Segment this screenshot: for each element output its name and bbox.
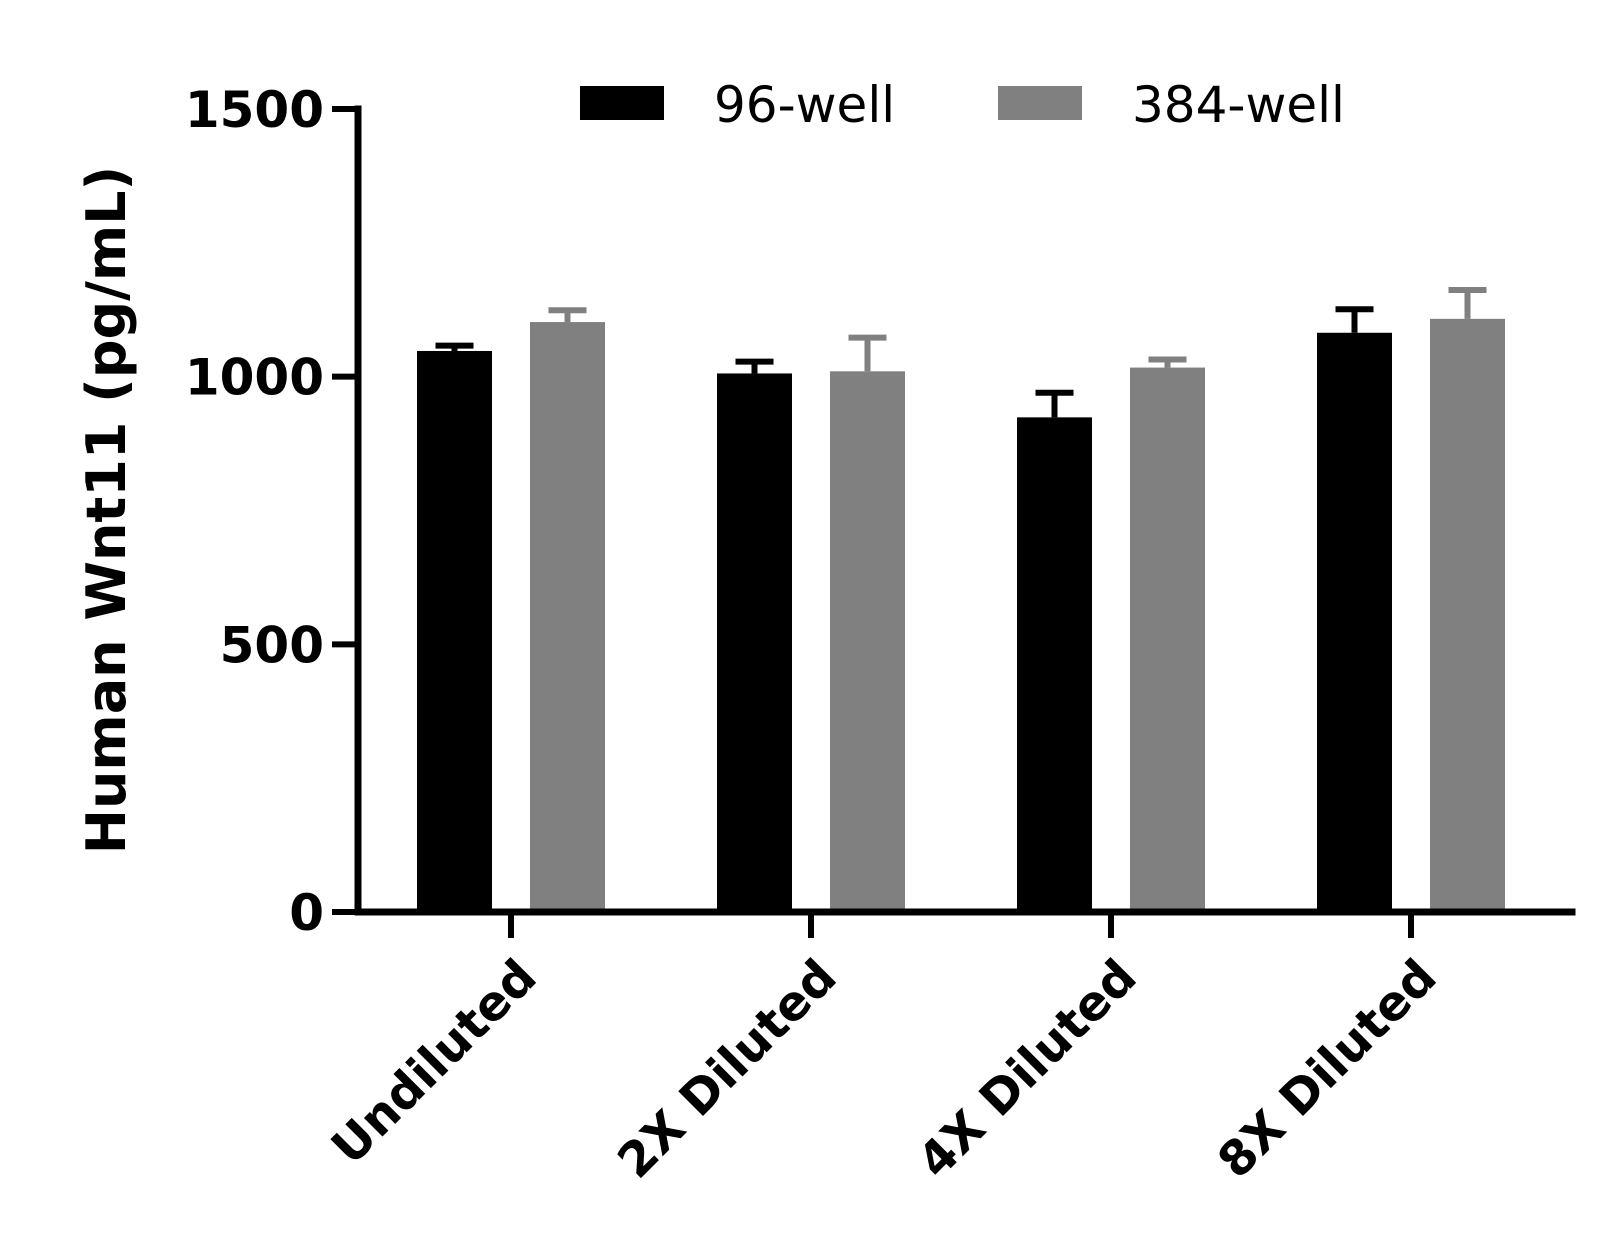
bar-0-0 [417, 350, 492, 912]
x-tick-label-3: 8X Diluted [1207, 949, 1447, 1189]
legend: 96-well 384-well [580, 76, 1345, 134]
y-tick-label-0: 0 [289, 884, 324, 942]
bar-0-2 [1017, 417, 1092, 912]
bar-1-2 [1130, 367, 1205, 912]
x-tick-label-2: 4X Diluted [907, 949, 1147, 1189]
bar-1-1 [830, 371, 905, 912]
x-tick-label-0: Undiluted [321, 949, 548, 1176]
bar-1-0 [530, 322, 605, 913]
legend-swatch-1 [998, 86, 1082, 120]
legend-label-0: 96-well [714, 76, 895, 134]
bar-1-3 [1430, 318, 1505, 912]
y-tick-label-3: 1500 [185, 81, 324, 139]
x-axis-ticks: Undiluted 2X Diluted 4X Diluted 8X Diluted [321, 912, 1447, 1189]
y-tick-label-2: 1000 [185, 349, 324, 407]
y-axis-label: Human Wnt11 (pg/mL) [75, 166, 138, 854]
error-bars-group [435, 286, 1487, 418]
x-tick-label-1: 2X Diluted [607, 949, 847, 1189]
y-tick-label-1: 500 [220, 616, 324, 674]
legend-swatch-0 [580, 86, 664, 120]
bars-group [417, 318, 1505, 913]
bar-0-1 [717, 373, 792, 912]
legend-label-1: 384-well [1132, 76, 1345, 134]
bar-0-3 [1317, 332, 1392, 912]
y-axis-ticks: 0 500 1000 1500 [185, 81, 358, 942]
